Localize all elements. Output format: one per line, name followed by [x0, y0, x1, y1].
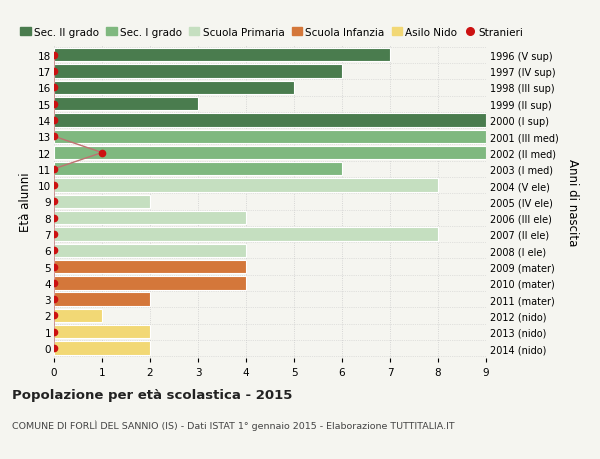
Legend: Sec. II grado, Sec. I grado, Scuola Primaria, Scuola Infanzia, Asilo Nido, Stran: Sec. II grado, Sec. I grado, Scuola Prim… [20, 28, 523, 38]
Bar [54, 260, 246, 274]
Bar [54, 65, 342, 78]
Bar [54, 325, 150, 339]
Bar [54, 98, 198, 111]
Y-axis label: Anni di nascita: Anni di nascita [566, 158, 579, 246]
Bar [54, 228, 438, 241]
Bar [54, 244, 246, 257]
Bar [54, 309, 102, 322]
Bar [54, 114, 486, 127]
Bar [54, 293, 150, 306]
Bar [54, 179, 438, 192]
Bar [54, 49, 390, 62]
Text: COMUNE DI FORLÌ DEL SANNIO (IS) - Dati ISTAT 1° gennaio 2015 - Elaborazione TUTT: COMUNE DI FORLÌ DEL SANNIO (IS) - Dati I… [12, 420, 455, 431]
Bar [54, 146, 486, 160]
Bar [54, 82, 294, 95]
Bar [54, 130, 486, 144]
Bar [54, 163, 342, 176]
Text: Popolazione per età scolastica - 2015: Popolazione per età scolastica - 2015 [12, 388, 292, 401]
Bar [54, 277, 246, 290]
Bar [54, 195, 150, 209]
Bar [54, 212, 246, 225]
Y-axis label: Età alunni: Età alunni [19, 172, 32, 232]
Bar [54, 341, 150, 355]
